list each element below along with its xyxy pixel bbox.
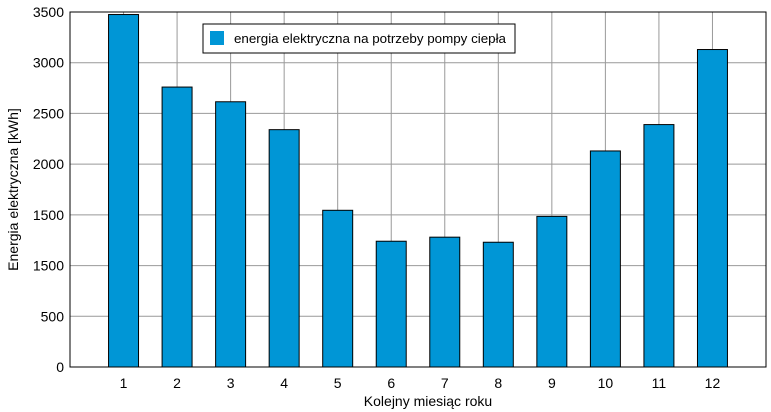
x-tick-5: 5 <box>334 375 342 391</box>
bar-7 <box>429 236 461 368</box>
y-tick-0: 0 <box>56 359 64 375</box>
x-tick-3: 3 <box>227 375 235 391</box>
bar-11 <box>643 124 675 368</box>
x-tick-9: 9 <box>548 375 556 391</box>
plot-frame <box>69 11 767 368</box>
x-tick-4: 4 <box>280 375 288 391</box>
bar-3 <box>215 101 247 368</box>
x-tick-10: 10 <box>598 375 614 391</box>
bar-4 <box>268 129 300 368</box>
x-tick-2: 2 <box>173 375 181 391</box>
x-tick-8: 8 <box>494 375 502 391</box>
x-tick-11: 11 <box>652 375 667 391</box>
x-tick-labels: 1 2 3 4 5 6 7 8 9 10 11 12 <box>120 375 721 391</box>
legend: energia elektryczna na potrzeby pompy ci… <box>202 23 516 54</box>
bar-5 <box>322 209 354 368</box>
bar-6 <box>375 240 407 368</box>
y-tick-5: 2500 <box>33 105 64 121</box>
x-tick-6: 6 <box>387 375 395 391</box>
legend-swatch <box>210 31 224 45</box>
bars <box>108 14 728 368</box>
bar-8 <box>482 241 514 368</box>
bar-12 <box>696 49 728 368</box>
x-tick-12: 12 <box>705 375 721 391</box>
bar-1 <box>108 14 140 368</box>
legend-label: energia elektryczna na potrzeby pompy ci… <box>234 31 507 46</box>
y-tick-6: 3000 <box>33 55 64 71</box>
bar-2 <box>161 86 193 368</box>
bar-9 <box>536 215 568 368</box>
y-tick-labels: 0 500 1500 1500 2000 2500 3000 3500 <box>33 4 64 375</box>
x-tick-7: 7 <box>441 375 449 391</box>
bar-10 <box>589 150 621 368</box>
y-tick-2: 1500 <box>33 258 64 274</box>
y-tick-1: 500 <box>41 308 65 324</box>
y-tick-4: 2000 <box>33 156 64 172</box>
x-tick-1: 1 <box>120 375 128 391</box>
x-axis-label: Kolejny miesiąc roku <box>364 393 492 409</box>
y-tick-7: 3500 <box>33 4 64 20</box>
legend-box <box>202 23 516 54</box>
y-tick-3: 1500 <box>33 207 64 223</box>
y-axis-label: Energia elektryczna [kWh] <box>5 108 21 271</box>
